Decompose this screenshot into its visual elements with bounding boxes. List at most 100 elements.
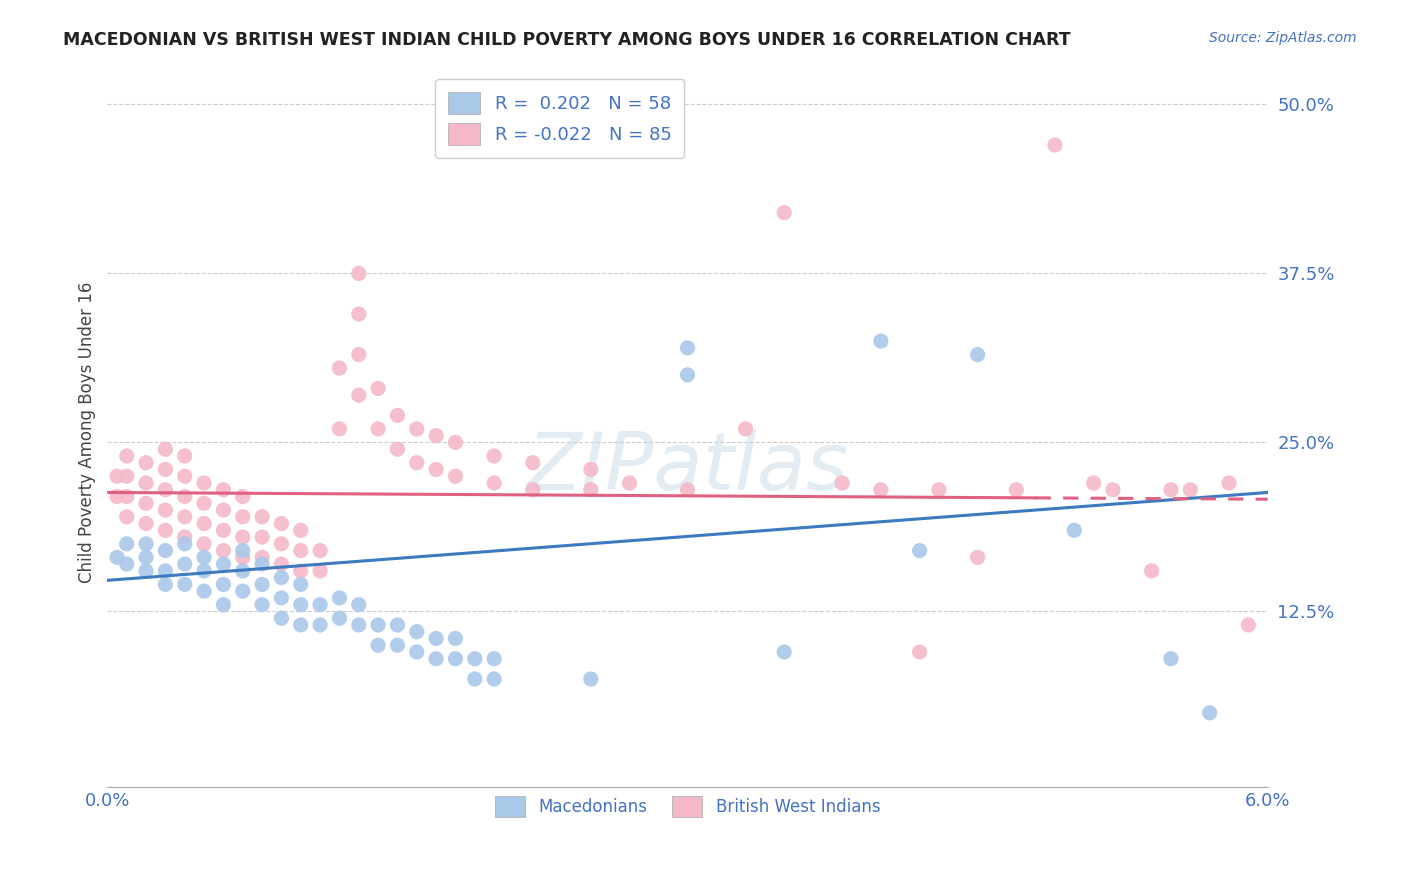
Point (232, 490, 254, 504)
Point (367, 422, 389, 436)
Point (464, 651, 486, 665)
Point (309, 543, 332, 558)
Point (135, 516, 157, 531)
Point (155, 503, 177, 517)
Point (367, 638, 389, 652)
Point (155, 577, 177, 591)
Point (135, 475, 157, 490)
Point (173, 490, 195, 504)
Point (579, 672, 602, 686)
Point (387, 618, 409, 632)
Point (1005, 483, 1028, 497)
Point (250, 550, 273, 565)
Point (405, 624, 427, 639)
Point (155, 483, 177, 497)
Point (173, 469, 195, 483)
Point (522, 456, 544, 470)
Point (309, 598, 332, 612)
Point (115, 557, 138, 571)
Point (173, 557, 195, 571)
Point (1180, 483, 1202, 497)
Point (232, 584, 254, 599)
Point (250, 530, 273, 544)
Point (212, 503, 235, 517)
Point (173, 537, 195, 551)
Point (1160, 483, 1182, 497)
Point (290, 543, 312, 558)
Point (773, 205, 796, 219)
Point (482, 672, 505, 686)
Point (773, 645, 796, 659)
Point (270, 537, 292, 551)
Point (115, 490, 138, 504)
Point (444, 632, 467, 646)
Point (115, 537, 138, 551)
Point (579, 483, 602, 497)
Point (232, 564, 254, 578)
Point (1063, 524, 1085, 538)
Point (367, 618, 389, 632)
Point (309, 618, 332, 632)
Point (115, 509, 138, 524)
Point (444, 651, 467, 665)
Point (105, 550, 128, 565)
Point (676, 341, 699, 355)
Point (444, 435, 467, 450)
Point (482, 475, 505, 490)
Point (173, 509, 195, 524)
Point (290, 524, 312, 538)
Point (966, 348, 988, 362)
Point (387, 409, 409, 423)
Point (135, 537, 157, 551)
Point (928, 483, 950, 497)
Point (425, 651, 447, 665)
Point (676, 483, 699, 497)
Point (482, 449, 505, 463)
Point (212, 543, 235, 558)
Point (347, 618, 370, 632)
Point (908, 543, 931, 558)
Text: Source: ZipAtlas.com: Source: ZipAtlas.com (1209, 31, 1357, 45)
Point (212, 577, 235, 591)
Point (482, 651, 505, 665)
Point (444, 469, 467, 483)
Point (155, 462, 177, 476)
Point (290, 618, 312, 632)
Point (155, 524, 177, 538)
Point (367, 381, 389, 395)
Point (115, 449, 138, 463)
Point (328, 361, 350, 376)
Point (522, 483, 544, 497)
Point (232, 530, 254, 544)
Point (135, 564, 157, 578)
Point (734, 422, 756, 436)
Point (270, 557, 292, 571)
Point (173, 449, 195, 463)
Point (347, 267, 370, 281)
Point (193, 550, 215, 565)
Point (270, 516, 292, 531)
Point (1237, 618, 1260, 632)
Point (135, 456, 157, 470)
Point (1083, 475, 1105, 490)
Point (232, 543, 254, 558)
Point (250, 557, 273, 571)
Point (155, 564, 177, 578)
Point (347, 388, 370, 402)
Point (212, 598, 235, 612)
Point (155, 442, 177, 457)
Point (328, 611, 350, 625)
Point (1043, 138, 1066, 153)
Point (250, 509, 273, 524)
Point (135, 550, 157, 565)
Point (347, 348, 370, 362)
Point (212, 524, 235, 538)
Point (1160, 651, 1182, 665)
Point (135, 496, 157, 510)
Point (1140, 564, 1163, 578)
Point (405, 645, 427, 659)
Point (270, 611, 292, 625)
Point (405, 422, 427, 436)
Point (347, 598, 370, 612)
Point (232, 509, 254, 524)
